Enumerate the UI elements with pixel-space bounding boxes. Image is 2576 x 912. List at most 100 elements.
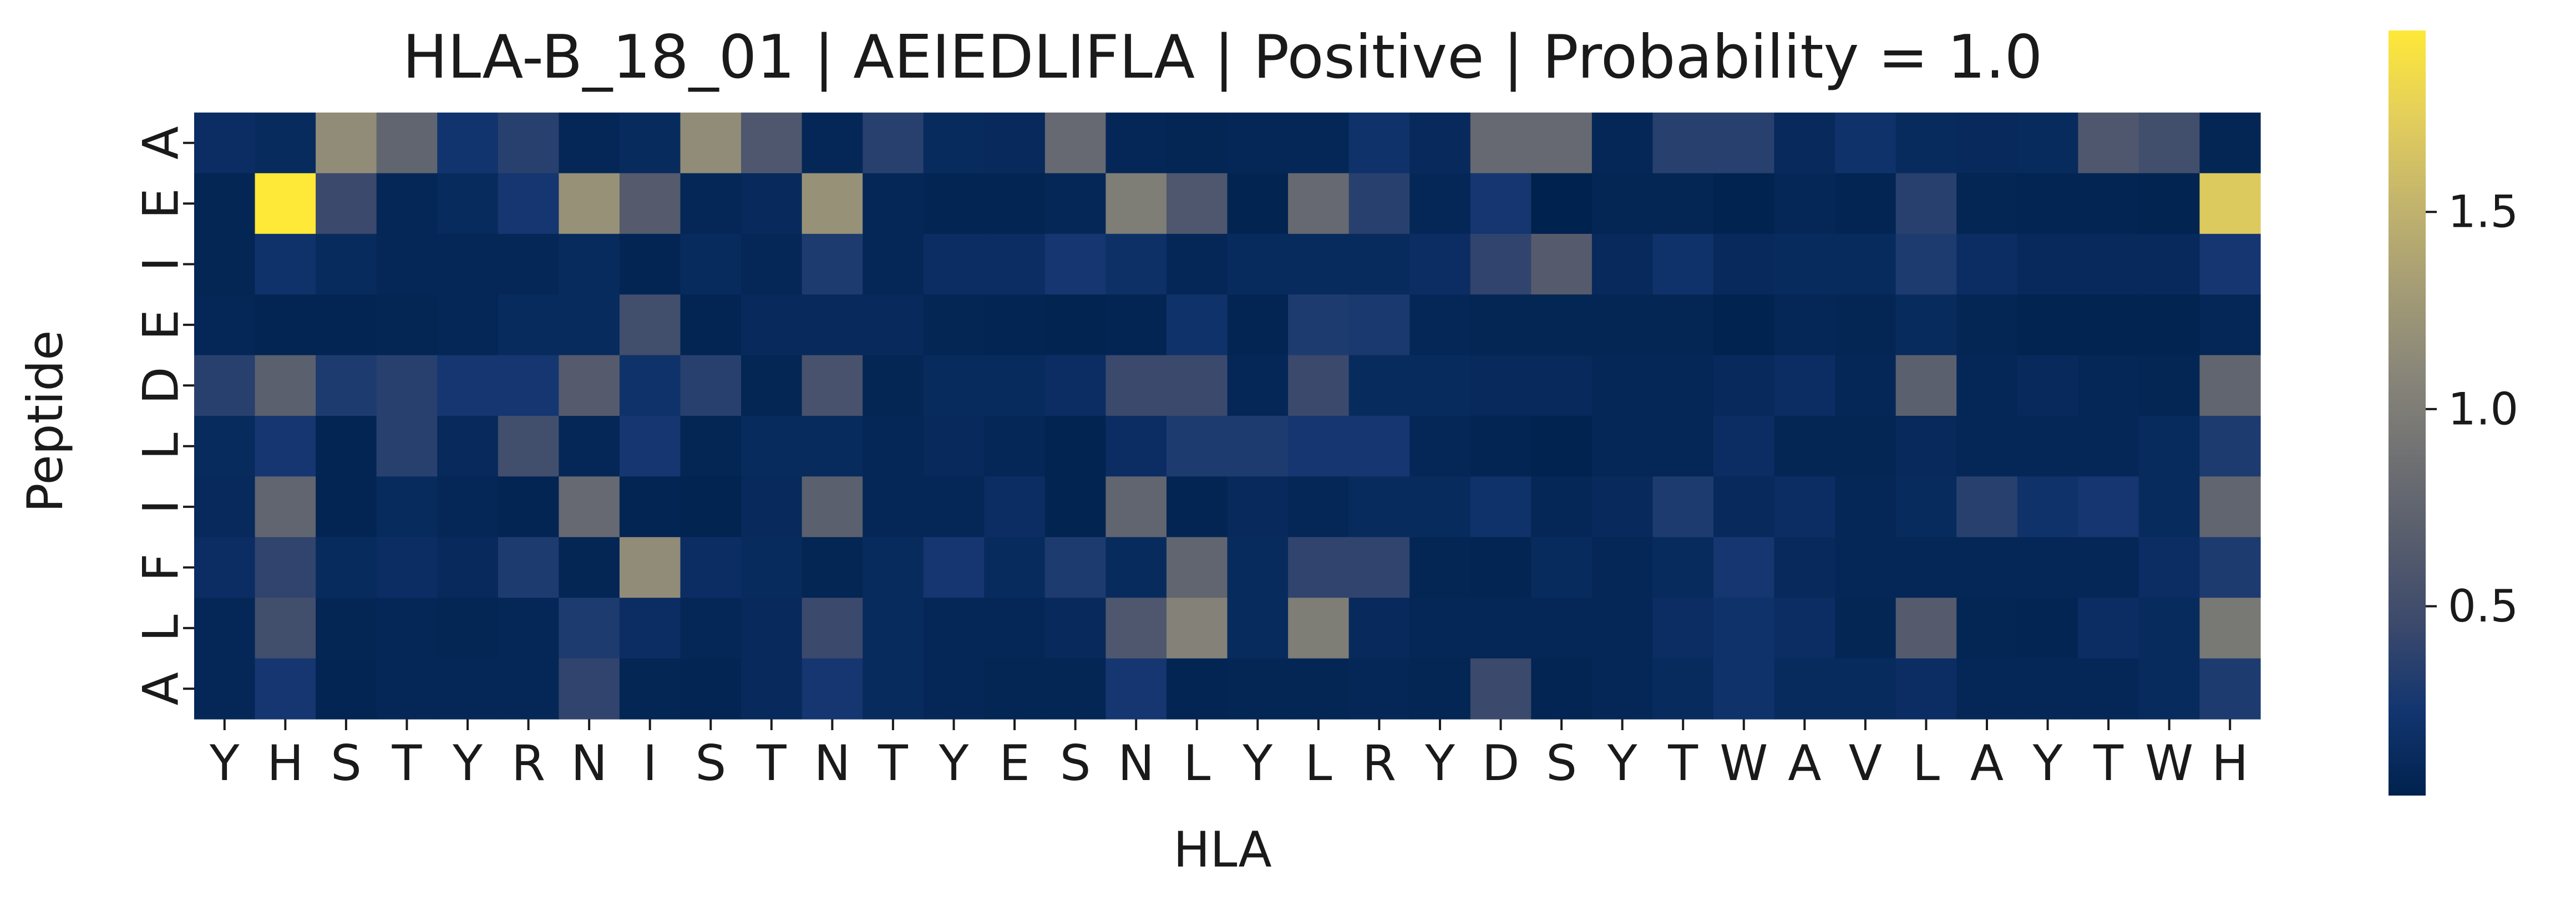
heatmap-cell (1895, 233, 1957, 295)
heatmap-cell (1470, 658, 1532, 720)
heatmap-cell (863, 537, 924, 598)
heatmap-cell (1895, 113, 1957, 174)
heatmap-cell (1227, 598, 1289, 659)
heatmap-cell (1106, 113, 1167, 174)
heatmap-cell (1531, 537, 1593, 598)
heatmap-cell (802, 476, 863, 538)
heatmap-cell (1774, 113, 1835, 174)
heatmap-cell (1288, 598, 1350, 659)
heatmap-cell (1044, 173, 1106, 235)
heatmap-cell (1591, 355, 1654, 416)
heatmap-cell (2199, 476, 2261, 538)
heatmap-cell (1348, 416, 1410, 477)
heatmap-cell (2078, 233, 2139, 295)
colorbar-ticks: 0.5 1.0 1.5 (2426, 186, 2518, 632)
heatmap-cell (1288, 233, 1350, 295)
x-tick-label: T (2093, 735, 2124, 792)
heatmap-cell (1348, 476, 1410, 538)
heatmap-cell (1166, 294, 1228, 356)
x-tick-label: T (878, 735, 909, 792)
heatmap-cell (498, 658, 559, 720)
heatmap-cell (741, 537, 803, 598)
heatmap-cell (2199, 294, 2261, 356)
heatmap-cell (2078, 476, 2139, 538)
heatmap-cell (1895, 658, 1957, 720)
x-tick-label: Y (2032, 735, 2063, 792)
x-tick-label: R (1362, 735, 1396, 792)
heatmap-cell (984, 416, 1046, 477)
heatmap-cell (2199, 355, 2261, 416)
heatmap-cell (255, 537, 316, 598)
heatmap-cell (1166, 355, 1228, 416)
heatmap-cell (194, 294, 256, 356)
heatmap-cell (1044, 598, 1106, 659)
heatmap-cell (802, 113, 863, 174)
heatmap-cell (1044, 476, 1106, 538)
heatmap-cell (1166, 233, 1228, 295)
heatmap-cell (2078, 173, 2139, 235)
heatmap-cell (498, 173, 559, 235)
x-tick-label: H (267, 735, 303, 792)
heatmap-cell (1288, 173, 1350, 235)
heatmap-cell (680, 598, 742, 659)
heatmap-cell (437, 173, 499, 235)
heatmap-cell (1348, 294, 1410, 356)
heatmap-cell (437, 658, 499, 720)
x-tick-label: S (331, 735, 362, 792)
heatmap-cell (316, 537, 377, 598)
heatmap-cell (984, 598, 1046, 659)
heatmap-cell (619, 476, 681, 538)
heatmap-cell (1166, 173, 1228, 235)
heatmap-cell (923, 113, 985, 174)
heatmap-cell (619, 173, 681, 235)
heatmap-cell (1227, 173, 1289, 235)
heatmap-cell (1652, 173, 1714, 235)
heatmap-cell (1288, 537, 1350, 598)
x-tick-label: I (643, 735, 657, 792)
heatmap-cell (1166, 658, 1228, 720)
y-tick-label: I (133, 257, 190, 272)
heatmap-cell (1895, 537, 1957, 598)
heatmap-cell (1166, 598, 1228, 659)
heatmap-cell (1409, 537, 1471, 598)
heatmap-cell (1956, 113, 2018, 174)
heatmap-cell (1713, 598, 1775, 659)
heatmap-cell (498, 294, 559, 356)
heatmap-cell (2138, 537, 2200, 598)
heatmap-cell (1591, 113, 1654, 174)
heatmap-cell (1531, 113, 1593, 174)
heatmap-cell (1227, 537, 1289, 598)
y-axis-ticks: AEIEDLIFLA (133, 126, 194, 705)
heatmap-cell (1895, 294, 1957, 356)
heatmap-cell (1713, 233, 1775, 295)
heatmap-cell (1531, 416, 1593, 477)
heatmap-cell (1166, 476, 1228, 538)
heatmap-cell (559, 294, 620, 356)
heatmap-cell (680, 537, 742, 598)
heatmap-cell (1652, 416, 1714, 477)
heatmap-cell (984, 294, 1046, 356)
heatmap-cell (2138, 658, 2200, 720)
y-tick-label: L (133, 614, 190, 641)
heatmap-cell (437, 113, 499, 174)
heatmap-cell (2199, 173, 2261, 235)
heatmap-cell (680, 658, 742, 720)
heatmap-cell (1470, 476, 1532, 538)
y-tick-label: A (133, 126, 190, 160)
heatmap-cell (680, 113, 742, 174)
heatmap-cell (1166, 537, 1228, 598)
heatmap-cell (1774, 658, 1835, 720)
heatmap-cell (1227, 476, 1289, 538)
x-tick-label: N (1118, 735, 1154, 792)
y-axis-label: Peptide (17, 330, 74, 513)
heatmap-cell (1348, 113, 1410, 174)
heatmap-cell (2017, 598, 2078, 659)
heatmap-cell (376, 537, 438, 598)
heatmap-cell (863, 416, 924, 477)
heatmap-cell (559, 173, 620, 235)
heatmap-cell (2078, 355, 2139, 416)
heatmap-cell (1713, 416, 1775, 477)
heatmap-cell (1227, 416, 1289, 477)
heatmap-cell (376, 598, 438, 659)
